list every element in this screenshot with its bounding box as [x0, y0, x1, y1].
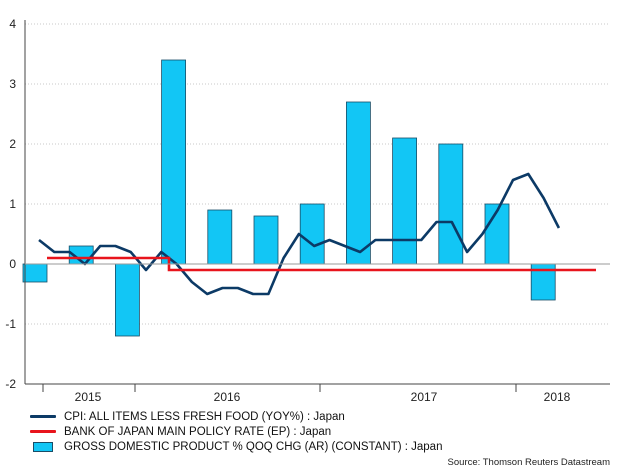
- y-tick-label: 4: [9, 17, 16, 31]
- legend-item-gdp: GROSS DOMESTIC PRODUCT % QOQ CHG (AR) (C…: [30, 439, 442, 454]
- x-tick-label: 2018: [544, 390, 571, 404]
- gdp-bar: [207, 209, 233, 265]
- legend-item-cpi: CPI: ALL ITEMS LESS FRESH FOOD (YOY%) : …: [30, 409, 442, 424]
- policy-rate-legend-swatch: [30, 430, 56, 433]
- policy-rate-line: [47, 256, 596, 272]
- legend-item-policy-rate: BANK OF JAPAN MAIN POLICY RATE (EP) : Ja…: [30, 424, 442, 439]
- y-axis-ticks: 4 3 2 1 0 -1 -2: [5, 17, 16, 391]
- gdp-bar: [115, 263, 140, 337]
- gdp-bar: [438, 143, 464, 265]
- gdp-legend-label: GROSS DOMESTIC PRODUCT % QOQ CHG (AR) (C…: [64, 440, 443, 453]
- chart: 4 3 2 1 0 -1 -2 2015 2016 2017 2018: [5, 17, 610, 404]
- y-tick-label: -2: [5, 377, 16, 391]
- x-axis: 2015 2016 2017 2018: [24, 20, 610, 404]
- y-tick-label: 2: [9, 137, 16, 151]
- y-tick-label: 1: [9, 197, 16, 211]
- gdp-bars: [22, 59, 556, 337]
- gdp-bar: [484, 203, 510, 265]
- gdp-bar: [299, 203, 325, 265]
- source-note: Source: Thomson Reuters Datastream: [447, 457, 610, 468]
- policy-rate-legend-label: BANK OF JAPAN MAIN POLICY RATE (EP) : Ja…: [64, 425, 332, 438]
- x-tick-label: 2017: [411, 390, 438, 404]
- y-tick-label: -1: [5, 317, 16, 331]
- y-tick-label: 3: [9, 77, 16, 91]
- gdp-legend-swatch: [33, 441, 53, 452]
- gdp-bar: [253, 215, 279, 265]
- gdp-bar: [161, 59, 187, 265]
- gdp-bar: [345, 101, 371, 265]
- cpi-legend-label: CPI: ALL ITEMS LESS FRESH FOOD (YOY%) : …: [64, 410, 345, 423]
- legend: CPI: ALL ITEMS LESS FRESH FOOD (YOY%) : …: [30, 409, 442, 454]
- cpi-line: [38, 172, 561, 296]
- gdp-bar: [22, 263, 48, 283]
- gdp-bar: [392, 137, 418, 265]
- cpi-legend-swatch: [30, 415, 56, 418]
- y-tick-label: 0: [9, 257, 16, 271]
- x-tick-label: 2016: [214, 390, 241, 404]
- line-series: [38, 172, 596, 296]
- x-tick-label: 2015: [75, 390, 102, 404]
